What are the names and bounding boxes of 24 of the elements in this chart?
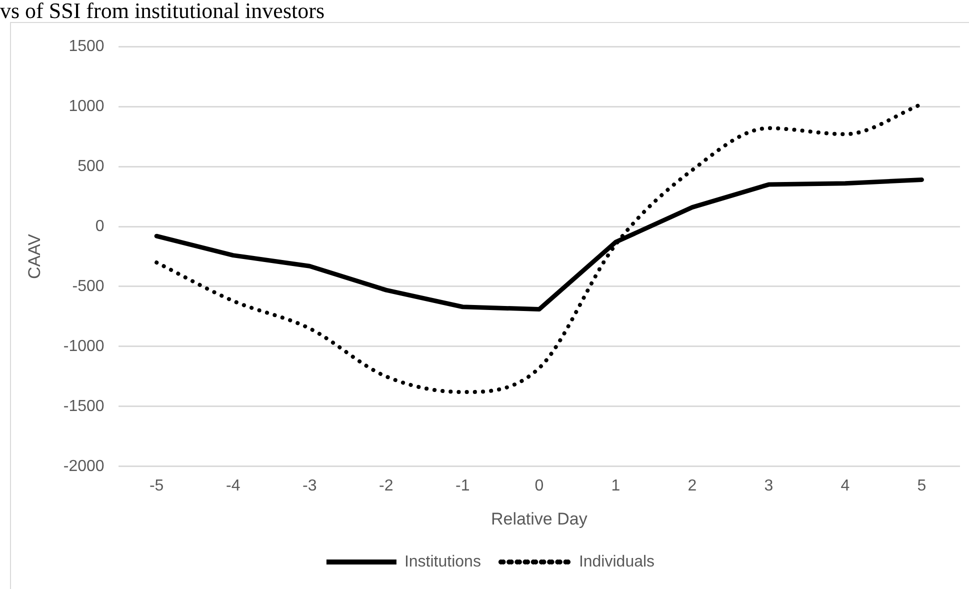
y-axis-title: CAAV: [24, 233, 44, 280]
x-tick-label: -1: [456, 477, 470, 494]
x-tick-label: 1: [611, 477, 620, 494]
x-tick-label: -4: [226, 477, 240, 494]
y-tick-label: -1000: [63, 338, 104, 355]
x-tick-label: 2: [688, 477, 697, 494]
y-tick-label: 1000: [68, 98, 104, 115]
x-tick-label: 5: [917, 477, 926, 494]
text: vs of SSI from institutional investors: [0, 0, 326, 23]
x-tick-label: -3: [302, 477, 317, 494]
x-tick-label: 0: [534, 477, 544, 494]
x-tick-label: 4: [840, 477, 850, 494]
y-tick-label: 0: [95, 218, 104, 235]
y-tick-label: 500: [78, 158, 104, 175]
y-tick-label: -1500: [63, 398, 104, 415]
y-tick-label: -2000: [63, 458, 104, 475]
legend-label: Institutions: [404, 553, 481, 570]
legend-label: Individuals: [578, 553, 655, 570]
x-tick-label: 3: [764, 477, 774, 494]
y-tick-label: -500: [72, 278, 104, 295]
y-tick-label: 1500: [68, 38, 104, 56]
x-axis-title: Relative Day: [490, 509, 588, 528]
x-tick-label: -5: [149, 477, 164, 494]
x-tick-label: -2: [379, 477, 394, 494]
